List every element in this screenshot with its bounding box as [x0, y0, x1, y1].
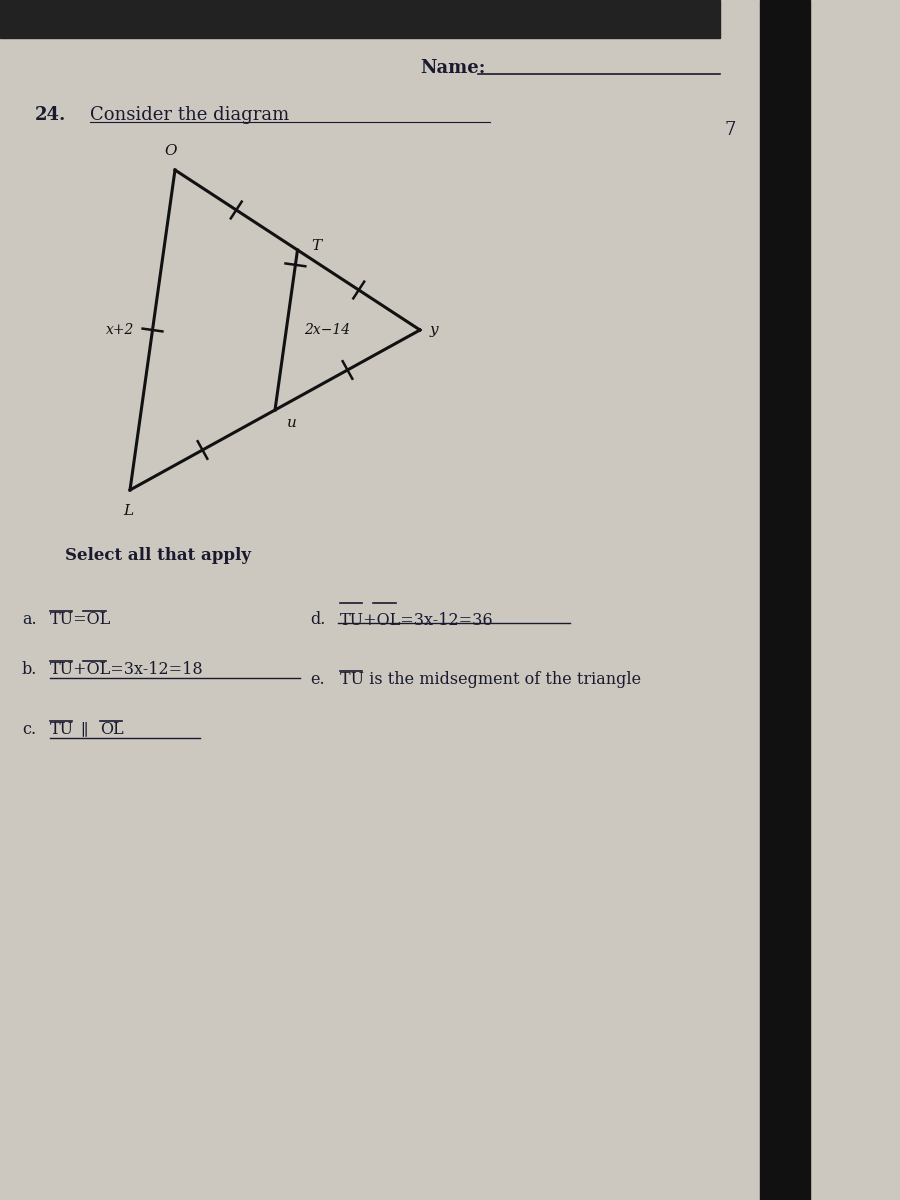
Text: a.: a.: [22, 612, 37, 629]
Text: d.: d.: [310, 612, 326, 629]
Bar: [0, 0, 720, 38]
Text: x+2: x+2: [106, 323, 134, 337]
Text: TU: TU: [50, 721, 74, 738]
Text: Select all that apply: Select all that apply: [65, 546, 251, 564]
Text: c.: c.: [22, 721, 36, 738]
Text: 24.: 24.: [35, 106, 67, 124]
Text: OL: OL: [100, 721, 123, 738]
Text: T: T: [311, 239, 321, 253]
Text: e.: e.: [310, 672, 325, 689]
Text: TU+OL=3x-12=36: TU+OL=3x-12=36: [340, 612, 493, 629]
Text: 2x−14: 2x−14: [304, 323, 350, 337]
Text: Consider the diagram: Consider the diagram: [90, 106, 289, 124]
Text: 7: 7: [724, 121, 735, 139]
Text: TU+OL=3x-12=18: TU+OL=3x-12=18: [50, 661, 203, 678]
Text: TU is the midsegment of the triangle: TU is the midsegment of the triangle: [340, 672, 641, 689]
Text: u: u: [287, 416, 297, 430]
Bar: [760, 0, 810, 1200]
Text: y: y: [430, 323, 438, 337]
Text: L: L: [123, 504, 133, 518]
Text: Name:: Name:: [420, 59, 485, 77]
Text: b.: b.: [22, 661, 38, 678]
Text: ∥: ∥: [80, 721, 87, 738]
Text: TU=OL: TU=OL: [50, 612, 112, 629]
Text: O: O: [165, 144, 177, 158]
